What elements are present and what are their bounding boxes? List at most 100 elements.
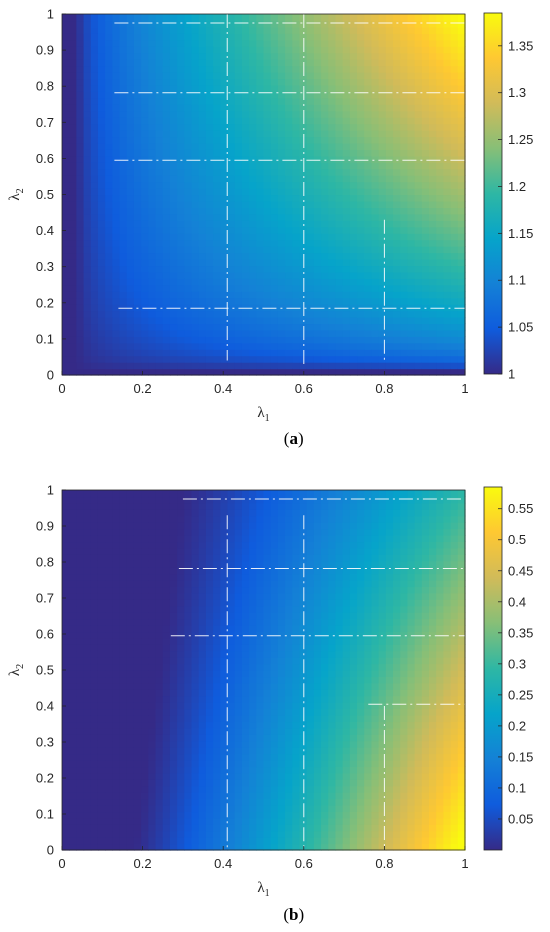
heat-cell <box>184 304 193 312</box>
heat-cell <box>133 798 142 806</box>
heat-cell <box>133 110 142 118</box>
heat-cell <box>321 97 329 105</box>
heat-cell <box>349 123 358 131</box>
heat-cell <box>241 304 250 312</box>
heat-cell <box>220 14 229 22</box>
heat-cell <box>220 817 229 825</box>
heat-cell <box>306 84 315 92</box>
heat-cell <box>205 740 214 748</box>
heat-cell <box>112 252 121 260</box>
heat-cell <box>213 194 221 202</box>
heat-cell <box>256 181 265 189</box>
heat-cell <box>69 72 77 80</box>
heat-cell <box>205 625 214 633</box>
heat-cell <box>277 271 286 279</box>
heat-cell <box>105 78 113 86</box>
heat-cell <box>285 586 293 594</box>
heat-cell <box>385 220 394 228</box>
heat-cell <box>69 824 77 832</box>
heat-cell <box>184 162 193 170</box>
heat-cell <box>105 233 113 241</box>
heat-cell <box>97 708 106 716</box>
heat-cell <box>76 567 85 575</box>
heat-cell <box>234 329 243 337</box>
heat-cell <box>177 181 185 189</box>
heat-cell <box>385 342 394 350</box>
heat-cell <box>385 168 394 176</box>
heat-cell <box>227 271 236 279</box>
heat-cell <box>191 779 200 787</box>
heat-cell <box>371 329 380 337</box>
heat-cell <box>429 336 437 344</box>
heat-cell <box>313 162 322 170</box>
heat-cell <box>169 310 178 318</box>
heat-cell <box>126 721 135 729</box>
heat-cell <box>83 271 92 279</box>
heat-cell <box>292 168 301 176</box>
heat-cell <box>119 760 128 768</box>
heat-cell <box>328 329 337 337</box>
heat-cell <box>371 20 380 28</box>
heat-cell <box>371 84 380 92</box>
heat-cell <box>213 502 221 510</box>
heat-cell <box>436 142 445 150</box>
heat-cell <box>263 715 272 723</box>
heat-cell <box>349 162 358 170</box>
heat-cell <box>191 670 200 678</box>
heat-cell <box>76 110 85 118</box>
heat-cell <box>97 824 106 832</box>
heat-cell <box>220 805 229 813</box>
heat-cell <box>429 175 437 183</box>
heat-cell <box>62 136 70 144</box>
heat-cell <box>76 753 85 761</box>
heat-cell <box>263 362 272 370</box>
heat-cell <box>227 136 236 144</box>
heat-cell <box>220 727 229 735</box>
heat-cell <box>76 509 85 517</box>
heat-cell <box>378 155 387 163</box>
heat-cell <box>112 39 121 47</box>
heat-cell <box>83 657 92 665</box>
heat-cell <box>184 625 193 633</box>
heat-cell <box>169 740 178 748</box>
heat-cell <box>277 265 286 273</box>
heat-cell <box>443 297 452 305</box>
heat-cell <box>83 46 92 54</box>
heat-cell <box>285 682 293 690</box>
heat-cell <box>198 650 207 658</box>
heat-cell <box>421 355 430 363</box>
heat-cell <box>277 528 286 536</box>
heat-cell <box>148 14 157 22</box>
heat-cell <box>105 342 113 350</box>
heat-cell <box>177 39 185 47</box>
heat-cell <box>198 258 207 267</box>
heat-cell <box>241 490 250 498</box>
heat-cell <box>76 342 85 350</box>
heat-cell <box>414 278 423 286</box>
heat-cell <box>292 175 301 183</box>
heat-cell <box>270 220 279 228</box>
heat-cell <box>285 168 293 176</box>
heat-cell <box>364 200 373 208</box>
heat-cell <box>112 599 121 607</box>
heat-cell <box>285 715 293 723</box>
heat-cell <box>234 188 243 196</box>
heat-cell <box>162 188 171 196</box>
heat-cell <box>90 14 99 22</box>
heat-cell <box>335 142 344 150</box>
heat-cell <box>198 65 207 73</box>
heat-cell <box>141 278 149 286</box>
heat-cell <box>169 502 178 510</box>
heat-cell <box>285 233 293 241</box>
heat-cell <box>112 84 121 92</box>
heat-cell <box>148 355 157 363</box>
y-tick-label: 0.2 <box>36 295 54 310</box>
heat-cell <box>270 130 279 138</box>
heat-cell <box>97 715 106 723</box>
heat-cell <box>62 490 70 498</box>
heat-cell <box>90 200 99 208</box>
heat-cell <box>97 304 106 312</box>
heat-cell <box>69 200 77 208</box>
heat-cell <box>69 580 77 588</box>
heat-cell <box>169 342 178 350</box>
